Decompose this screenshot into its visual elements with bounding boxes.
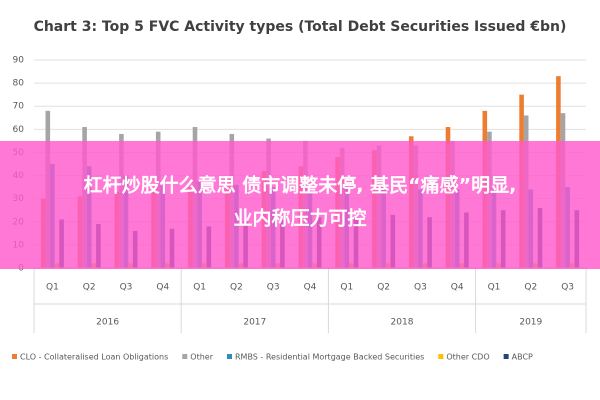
x-tick-label: Q3 <box>120 283 133 293</box>
y-tick-label: 90 <box>13 56 25 66</box>
y-tick-label: 60 <box>13 125 25 135</box>
banner-text: 业内称压力可控 <box>233 207 366 230</box>
legend-label: Other CDO <box>446 353 489 362</box>
x-tick-label: Q3 <box>561 283 574 293</box>
legend-swatch <box>438 354 444 359</box>
legend-swatch <box>12 354 17 359</box>
x-tick-label: Q1 <box>46 283 59 293</box>
x-tick-label: Q4 <box>304 283 317 293</box>
legend-label: RMBS - Residential Mortgage Backed Secur… <box>235 353 424 362</box>
x-tick-label: Q1 <box>340 283 353 293</box>
banner <box>0 141 600 269</box>
x-tick-label: Q3 <box>267 283 280 293</box>
x-tick-label: Q3 <box>414 283 427 293</box>
legend-label: CLO - Collateralised Loan Obligations <box>20 353 168 362</box>
x-tick-label: Q4 <box>156 283 169 293</box>
x-tick-label: Q4 <box>451 283 464 293</box>
group-label: 2016 <box>96 318 119 328</box>
legend-swatch <box>503 354 509 359</box>
y-tick-label: 80 <box>13 79 25 89</box>
x-tick-label: Q2 <box>230 283 243 293</box>
chart-title: Chart 3: Top 5 FVC Activity types (Total… <box>34 19 567 35</box>
group-label: 2018 <box>391 318 414 328</box>
group-label: 2019 <box>519 318 542 328</box>
legend-label: Other <box>190 353 213 362</box>
legend-swatch <box>182 354 188 359</box>
group-label: 2017 <box>243 318 266 328</box>
x-tick-label: Q2 <box>524 283 537 293</box>
banner-text: 杠杆炒股什么意思 债市调整未停, 基民“痛感”明显, <box>84 174 517 197</box>
legend-label: ABCP <box>512 353 533 362</box>
legend-swatch <box>227 354 232 359</box>
x-tick-label: Q1 <box>193 283 206 293</box>
x-tick-label: Q2 <box>83 283 96 293</box>
y-tick-label: 70 <box>13 102 25 112</box>
x-tick-label: Q1 <box>488 283 501 293</box>
x-tick-label: Q2 <box>377 283 390 293</box>
